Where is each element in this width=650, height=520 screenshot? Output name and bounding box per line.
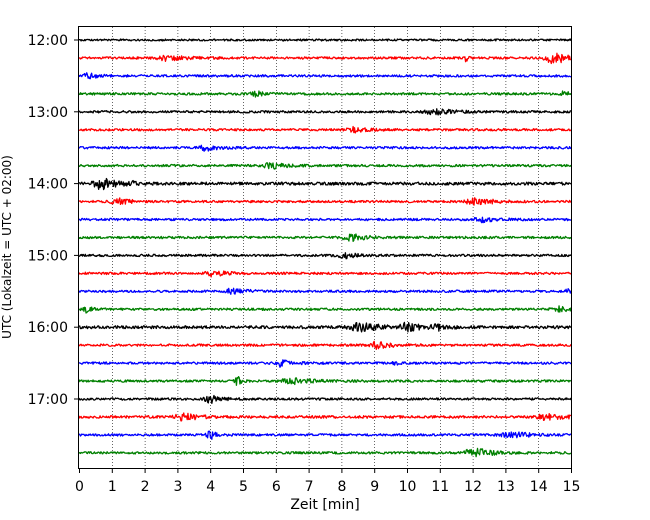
y-axis: 12:00 13:00 14:00 15:00 16:00 17:00: [28, 33, 79, 408]
x-tick-label: 0: [75, 479, 84, 495]
x-tick-label: 15: [563, 479, 581, 495]
trace-line: [78, 412, 572, 422]
trace-line: [78, 216, 572, 224]
y-tick-label: 12:00: [28, 33, 68, 49]
plot-frame: [78, 26, 572, 469]
x-tick-label: 8: [337, 479, 346, 495]
trace-line: [78, 144, 572, 152]
trace-line: [78, 177, 572, 191]
x-tick-label: 7: [305, 479, 314, 495]
trace-line: [78, 359, 572, 368]
trace-line: [78, 252, 572, 260]
trace-line: [78, 38, 572, 42]
trace-line: [78, 125, 572, 134]
x-axis: 0 1 2 3 4 5 6 7 8 9 10 11 12 13 14 15: [75, 468, 581, 495]
x-tick-label: 13: [497, 479, 515, 495]
trace-line: [78, 90, 572, 98]
trace-line: [78, 72, 572, 80]
trace-line: [78, 287, 572, 295]
trace-line: [78, 197, 572, 206]
x-tick-label: 6: [272, 479, 281, 495]
x-tick-label: 1: [108, 479, 117, 495]
trace-line: [78, 270, 572, 278]
y-tick-label: 14:00: [28, 177, 68, 193]
x-tick-label: 3: [173, 479, 182, 495]
y-tick-label: 13:00: [28, 105, 68, 121]
x-tick-label: 10: [399, 479, 417, 495]
x-tick-label: 9: [370, 479, 379, 495]
trace-line: [78, 233, 572, 242]
trace-layer: [78, 38, 572, 458]
trace-line: [78, 305, 572, 314]
y-tick-label: 17:00: [28, 392, 68, 408]
x-tick-label: 2: [141, 479, 150, 495]
x-tick-label: 11: [431, 479, 449, 495]
x-tick-label: 14: [530, 479, 548, 495]
trace-line: [78, 108, 572, 116]
trace-line: [78, 375, 572, 386]
x-tick-label: 12: [464, 479, 482, 495]
x-tick-label: 5: [239, 479, 248, 495]
trace-line: [78, 430, 572, 440]
trace-line: [78, 447, 572, 458]
trace-line: [78, 321, 572, 333]
trace-line: [78, 394, 572, 405]
x-axis-label: Zeit [min]: [290, 497, 359, 513]
y-axis-label: UTC (Lokalzeit = UTC + 02:00): [0, 155, 14, 339]
y-tick-label: 16:00: [28, 320, 68, 336]
x-tick-label: 4: [206, 479, 215, 495]
y-tick-label: 15:00: [28, 248, 68, 264]
trace-line: [78, 340, 572, 350]
trace-line: [78, 162, 572, 170]
trace-line: [78, 52, 572, 65]
